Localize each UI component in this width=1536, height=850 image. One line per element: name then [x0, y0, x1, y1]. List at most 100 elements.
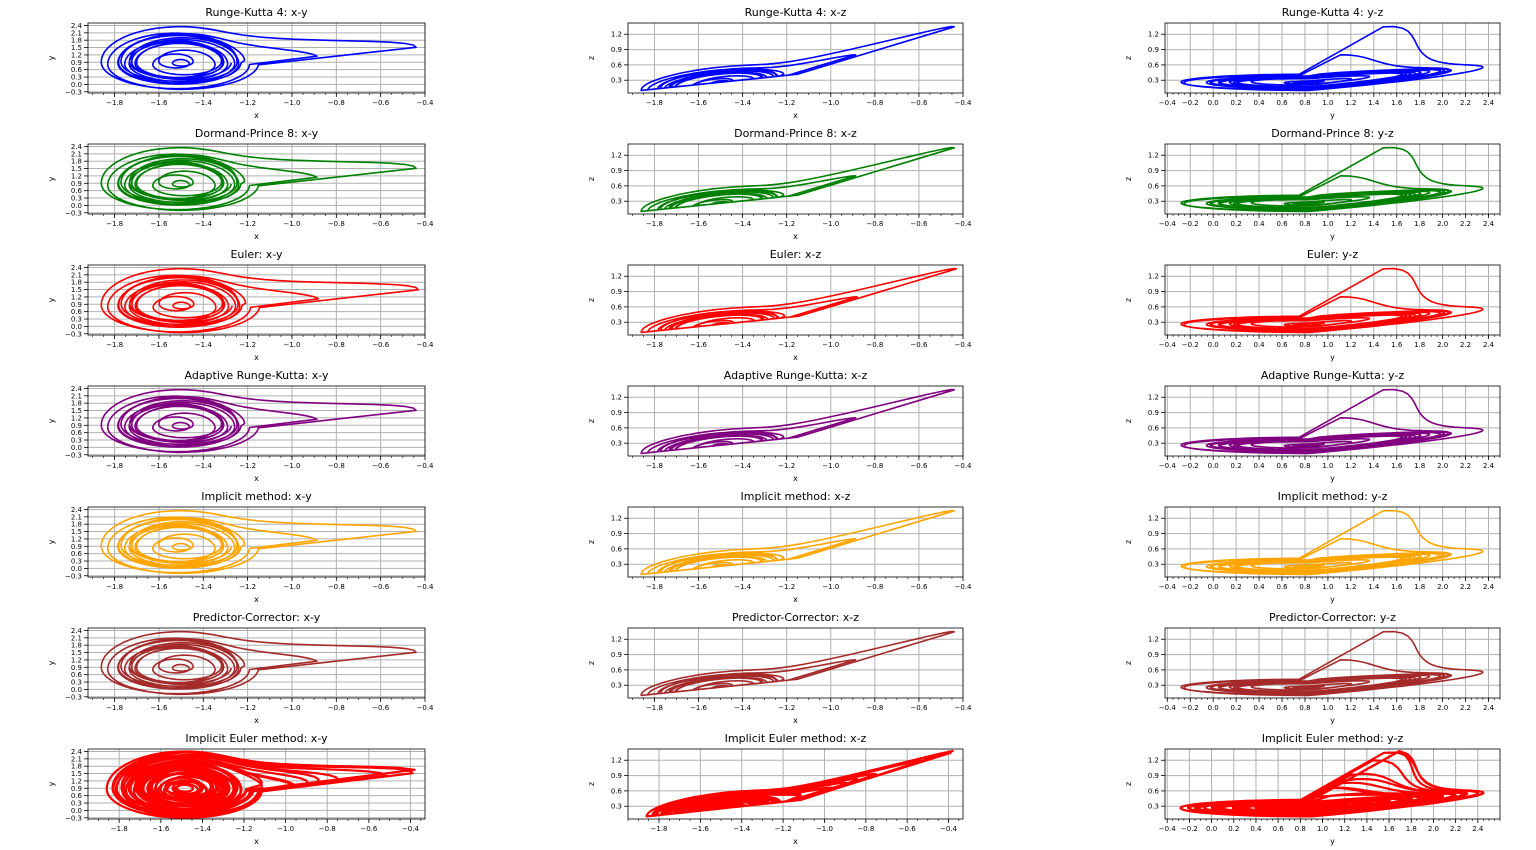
subplot-12: Adaptive Runge-Kutta: y-z −0.4 −0.2 0.0 0.2 0…: [1124, 369, 1501, 483]
y-axis-label: y: [47, 55, 56, 60]
series-line: [640, 25, 955, 92]
plot-frame: [1164, 385, 1501, 457]
x-tick-label: 0.6: [1276, 220, 1288, 228]
x-tick-label: 0.0: [1208, 220, 1219, 228]
subplot-title: Runge-Kutta 4: y-z: [1282, 6, 1384, 19]
y-tick-label: 0.6: [1148, 61, 1160, 69]
y-axis-label: z: [587, 298, 596, 302]
y-tick-label: −0.3: [65, 209, 82, 217]
subplot-20: Implicit Euler method: x-z −1.8 −1.6 −1.4 −1…: [587, 732, 964, 846]
x-tick-label: −0.4: [1159, 220, 1177, 228]
subplot-title: Dormand-Prince 8: y-z: [1271, 127, 1394, 140]
subplot-3: Runge-Kutta 4: y-z −0.4 −0.2 0.0 0.2 0.4 0.6 0.…: [1124, 6, 1501, 120]
x-tick-label: −1.6: [692, 825, 710, 833]
y-tick-label: 0.6: [1148, 666, 1160, 674]
x-tick-label: −1.6: [690, 220, 708, 228]
x-tick-label: −1.4: [734, 99, 752, 107]
x-axis-label: y: [1330, 474, 1335, 483]
x-tick-label: 0.4: [1254, 220, 1266, 228]
y-tick-label: 0.6: [71, 429, 83, 437]
x-tick-label: −1.0: [816, 825, 833, 833]
x-tick-label: −1.8: [106, 220, 123, 228]
y-tick-label: 1.2: [1148, 757, 1159, 765]
x-tick-label: −1.0: [822, 99, 839, 107]
y-tick-label: 0.9: [1148, 409, 1159, 417]
x-tick-label: −0.6: [910, 220, 928, 228]
series-line: [640, 630, 955, 697]
y-tick-label: 0.3: [611, 803, 622, 811]
x-tick-label: −0.4: [955, 220, 973, 228]
subplot-title: Adaptive Runge-Kutta: y-z: [1261, 369, 1404, 382]
x-tick-label: −1.8: [651, 825, 668, 833]
y-tick-label: 0.0: [71, 323, 82, 331]
x-tick-label: −1.0: [283, 462, 300, 470]
x-tick-label: −0.2: [1182, 462, 1199, 470]
x-tick-label: −0.4: [1159, 704, 1177, 712]
y-tick-label: 0.9: [611, 409, 622, 417]
subplot-title: Euler: x-y: [230, 248, 283, 261]
x-axis-label: y: [1330, 595, 1335, 604]
x-tick-label: 2.0: [1437, 341, 1448, 349]
x-tick-label: 0.0: [1208, 462, 1219, 470]
y-tick-label: 0.6: [71, 671, 83, 679]
series-line: [640, 388, 955, 455]
x-tick-label: 1.8: [1414, 462, 1425, 470]
y-tick-label: 0.6: [1148, 182, 1160, 190]
x-tick-label: −1.4: [195, 341, 213, 349]
x-tick-label: 0.8: [1299, 583, 1310, 591]
x-tick-label: 0.8: [1295, 825, 1306, 833]
y-axis-label: z: [1124, 782, 1133, 786]
y-tick-label: 1.2: [71, 172, 82, 180]
subplot-9: Euler: y-z −0.4 −0.2 0.0 0.2 0.4 0.6 0.8 1.0 1.2 1…: [1124, 248, 1501, 362]
y-tick-label: 0.6: [611, 545, 623, 553]
y-tick-label: 1.5: [71, 165, 82, 173]
series-line: [645, 749, 954, 818]
x-tick-label: 0.0: [1208, 341, 1219, 349]
y-tick-label: 0.6: [1148, 303, 1160, 311]
y-tick-label: 0.9: [71, 664, 82, 672]
x-tick-label: −1.4: [195, 462, 213, 470]
x-tick-label: 1.2: [1345, 583, 1356, 591]
y-tick-label: 0.6: [611, 787, 623, 795]
x-tick-label: 0.0: [1208, 99, 1219, 107]
y-tick-label: 0.3: [71, 679, 82, 687]
x-tick-label: −1.4: [734, 462, 752, 470]
x-tick-label: −0.8: [857, 825, 874, 833]
x-tick-label: −0.4: [417, 220, 435, 228]
y-tick-label: 1.5: [71, 407, 82, 415]
x-tick-label: 1.2: [1345, 704, 1356, 712]
x-tick-label: 1.0: [1317, 825, 1328, 833]
plot-frame: [627, 748, 964, 820]
x-tick-label: 0.6: [1273, 825, 1285, 833]
x-axis-label: x: [793, 595, 798, 604]
x-tick-label: 1.0: [1322, 341, 1333, 349]
x-tick-label: −1.6: [690, 583, 708, 591]
subplot-6: Dormand-Prince 8: y-z −0.4 −0.2 0.0 0.2 0.4 0.…: [1124, 127, 1501, 241]
y-axis-label: z: [587, 177, 596, 181]
subplot-title: Predictor-Corrector: y-z: [1269, 611, 1396, 624]
x-tick-label: −0.4: [417, 99, 435, 107]
x-tick-label: −1.0: [822, 704, 839, 712]
y-tick-label: 0.6: [611, 61, 623, 69]
y-tick-label: 0.6: [611, 424, 623, 432]
x-tick-label: 1.4: [1368, 220, 1380, 228]
x-tick-label: −1.0: [283, 99, 300, 107]
x-tick-label: −0.4: [1159, 583, 1177, 591]
x-tick-label: 2.4: [1483, 220, 1495, 228]
x-tick-label: −1.4: [733, 825, 751, 833]
x-axis-label: y: [1330, 837, 1335, 846]
y-tick-label: 0.9: [611, 167, 622, 175]
x-tick-label: 1.6: [1384, 825, 1396, 833]
x-tick-label: 0.4: [1250, 825, 1262, 833]
y-tick-label: 0.3: [71, 195, 82, 203]
x-axis-label: x: [793, 837, 798, 846]
x-tick-label: −0.4: [417, 583, 435, 591]
y-tick-label: −0.3: [65, 693, 82, 701]
x-tick-label: −1.0: [283, 583, 300, 591]
plot-frame: [87, 748, 426, 820]
x-tick-label: 1.6: [1391, 583, 1403, 591]
x-axis-label: y: [1330, 353, 1335, 362]
y-tick-label: 0.9: [611, 288, 622, 296]
x-tick-label: 0.2: [1231, 583, 1242, 591]
y-tick-label: 1.8: [71, 158, 82, 166]
